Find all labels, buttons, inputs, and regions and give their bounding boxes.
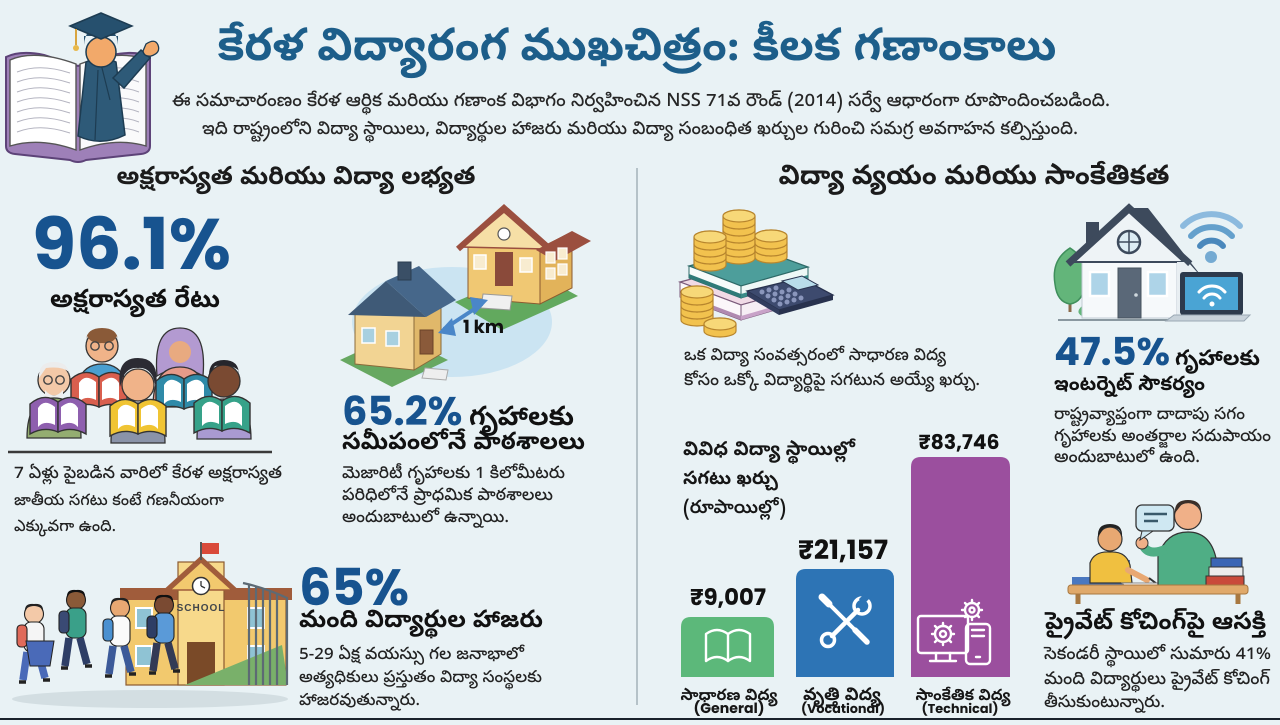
svg-text:SCHOOL: SCHOOL bbox=[177, 603, 226, 614]
